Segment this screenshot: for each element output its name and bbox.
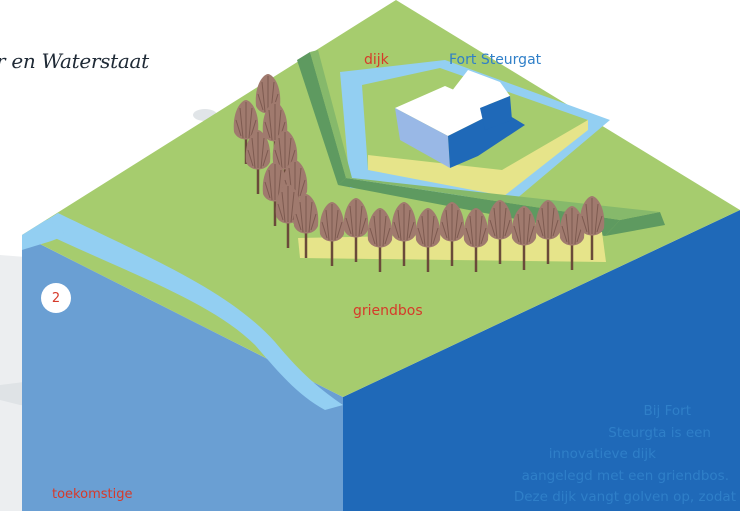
caption-line: Steurgta is een bbox=[608, 424, 711, 441]
caption-line: Deze dijk vangt golven op, zodat bbox=[513, 489, 736, 505]
caption-line: Bij Fort bbox=[643, 403, 691, 419]
dike-right bbox=[605, 212, 665, 236]
block-front-face bbox=[22, 235, 343, 511]
caption-line: aangelegd met een griendbos. bbox=[521, 467, 729, 484]
dike-top bbox=[310, 50, 352, 178]
organization-title: r en Waterstaat bbox=[0, 49, 149, 73]
fort-building bbox=[395, 70, 525, 168]
future-label: toekomstige bbox=[52, 487, 133, 502]
willow-forest-label: griendbos bbox=[353, 303, 423, 319]
landscape-block bbox=[22, 0, 740, 511]
caption: Bij Fort Steurgta is een innovatieve dij… bbox=[406, 401, 736, 509]
dike-label: dijk bbox=[364, 52, 389, 68]
river bbox=[34, 213, 343, 410]
block-side-face bbox=[343, 210, 740, 511]
caption-line: innovatieve dijk bbox=[548, 446, 656, 462]
step-number-badge: 2 bbox=[41, 283, 71, 313]
fort-label: Fort Steurgat bbox=[449, 52, 542, 68]
dike-left bbox=[297, 52, 346, 185]
